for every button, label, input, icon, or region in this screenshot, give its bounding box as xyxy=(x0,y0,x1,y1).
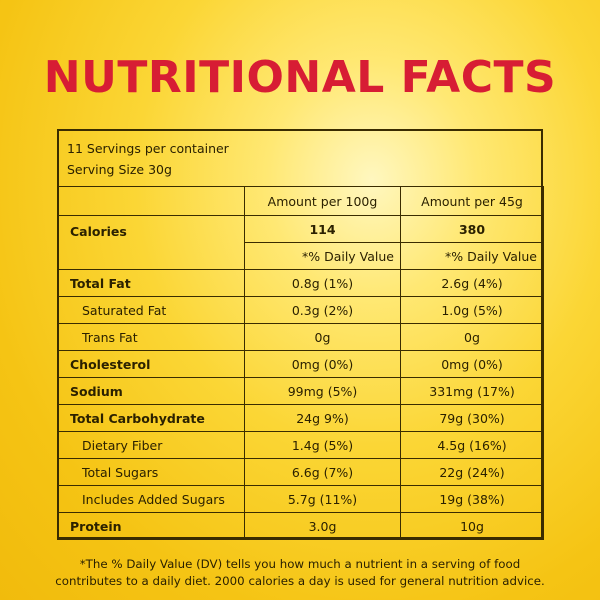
nutrient-name: Total Carbohydrate xyxy=(57,404,245,432)
nutrient-value-per-45g: 1.0g (5%) xyxy=(400,296,544,324)
nutrient-value-per-100g: 3.0g xyxy=(244,512,401,540)
daily-value-row: *% Daily Value *% Daily Value xyxy=(58,242,544,270)
nutrient-value-per-45g: 331mg (17%) xyxy=(400,377,544,405)
nutrient-name: Trans Fat xyxy=(57,323,245,351)
nutrient-name: Total Fat xyxy=(57,269,245,297)
table-row: Total Fat 0.8g (1%) 2.6g (4%) xyxy=(57,269,544,297)
nutrient-value-per-45g: 0mg (0%) xyxy=(400,350,544,378)
nutrient-value-per-100g: 0.8g (1%) xyxy=(244,269,401,297)
nutrient-value-per-100g: 6.6g (7%) xyxy=(244,458,401,486)
nutrient-value-per-100g: 0g xyxy=(244,323,401,351)
footnote-line-1: *The % Daily Value (DV) tells you how mu… xyxy=(79,557,521,571)
nutrient-name: Saturated Fat xyxy=(57,296,245,324)
column-header-per-100g: Amount per 100g xyxy=(244,186,401,216)
table-row: Total Sugars 6.6g (7%) 22g (24%) xyxy=(57,458,544,486)
calories-per-45g: 380 xyxy=(400,215,544,243)
column-header-per-45g: Amount per 45g xyxy=(400,186,544,216)
calories-per-100g: 114 xyxy=(244,215,401,243)
table-row: Trans Fat 0g 0g xyxy=(57,323,544,351)
nutrient-value-per-100g: 0.3g (2%) xyxy=(244,296,401,324)
nutrient-value-per-100g: 24g 9%) xyxy=(244,404,401,432)
page-title: NUTRITIONAL FACTS xyxy=(43,52,557,103)
nutrient-name: Protein xyxy=(57,512,245,540)
nutrient-value-per-100g: 1.4g (5%) xyxy=(244,431,401,459)
daily-value-header-45g: *% Daily Value xyxy=(400,242,544,270)
servings-per-container: 11 Servings per container xyxy=(67,141,229,156)
header-empty-cell xyxy=(57,186,245,216)
table-row: Includes Added Sugars 5.7g (11%) 19g (38… xyxy=(57,485,544,513)
table-header-row: Amount per 100g Amount per 45g xyxy=(57,186,544,216)
table-row: Dietary Fiber 1.4g (5%) 4.5g (16%) xyxy=(57,431,544,459)
nutrient-value-per-100g: 99mg (5%) xyxy=(244,377,401,405)
table-row: Total Carbohydrate 24g 9%) 79g (30%) xyxy=(57,404,544,432)
nutrient-value-per-45g: 4.5g (16%) xyxy=(400,431,544,459)
table-row: Protein 3.0g 10g xyxy=(57,512,544,540)
nutrient-value-per-100g: 0mg (0%) xyxy=(244,350,401,378)
nutrient-value-per-45g: 22g (24%) xyxy=(400,458,544,486)
table-row: Sodium 99mg (5%) 331mg (17%) xyxy=(57,377,544,405)
nutrient-name: Total Sugars xyxy=(57,458,245,486)
calories-row: Calories 114 380 xyxy=(57,215,544,270)
nutrient-name: Sodium xyxy=(57,377,245,405)
nutrition-panel: 11 Servings per container Serving Size 3… xyxy=(57,129,544,540)
nutrient-name: Includes Added Sugars xyxy=(57,485,245,513)
calories-label: Calories xyxy=(57,215,245,270)
nutrient-value-per-45g: 0g xyxy=(400,323,544,351)
nutrient-value-per-45g: 2.6g (4%) xyxy=(400,269,544,297)
table-row: Cholesterol 0mg (0%) 0mg (0%) xyxy=(57,350,544,378)
table-row: Saturated Fat 0.3g (2%) 1.0g (5%) xyxy=(57,296,544,324)
footnote-line-2: contributes to a daily diet. 2000 calori… xyxy=(55,574,545,588)
nutrient-value-per-45g: 19g (38%) xyxy=(400,485,544,513)
nutrition-table: Amount per 100g Amount per 45g Calories … xyxy=(57,186,544,540)
nutrient-name: Dietary Fiber xyxy=(57,431,245,459)
daily-value-header-100g: *% Daily Value xyxy=(244,242,401,270)
nutrient-name: Cholesterol xyxy=(57,350,245,378)
nutrient-value-per-45g: 79g (30%) xyxy=(400,404,544,432)
serving-size: Serving Size 30g xyxy=(67,162,172,177)
nutrient-value-per-45g: 10g xyxy=(400,512,544,540)
nutrient-value-per-100g: 5.7g (11%) xyxy=(244,485,401,513)
